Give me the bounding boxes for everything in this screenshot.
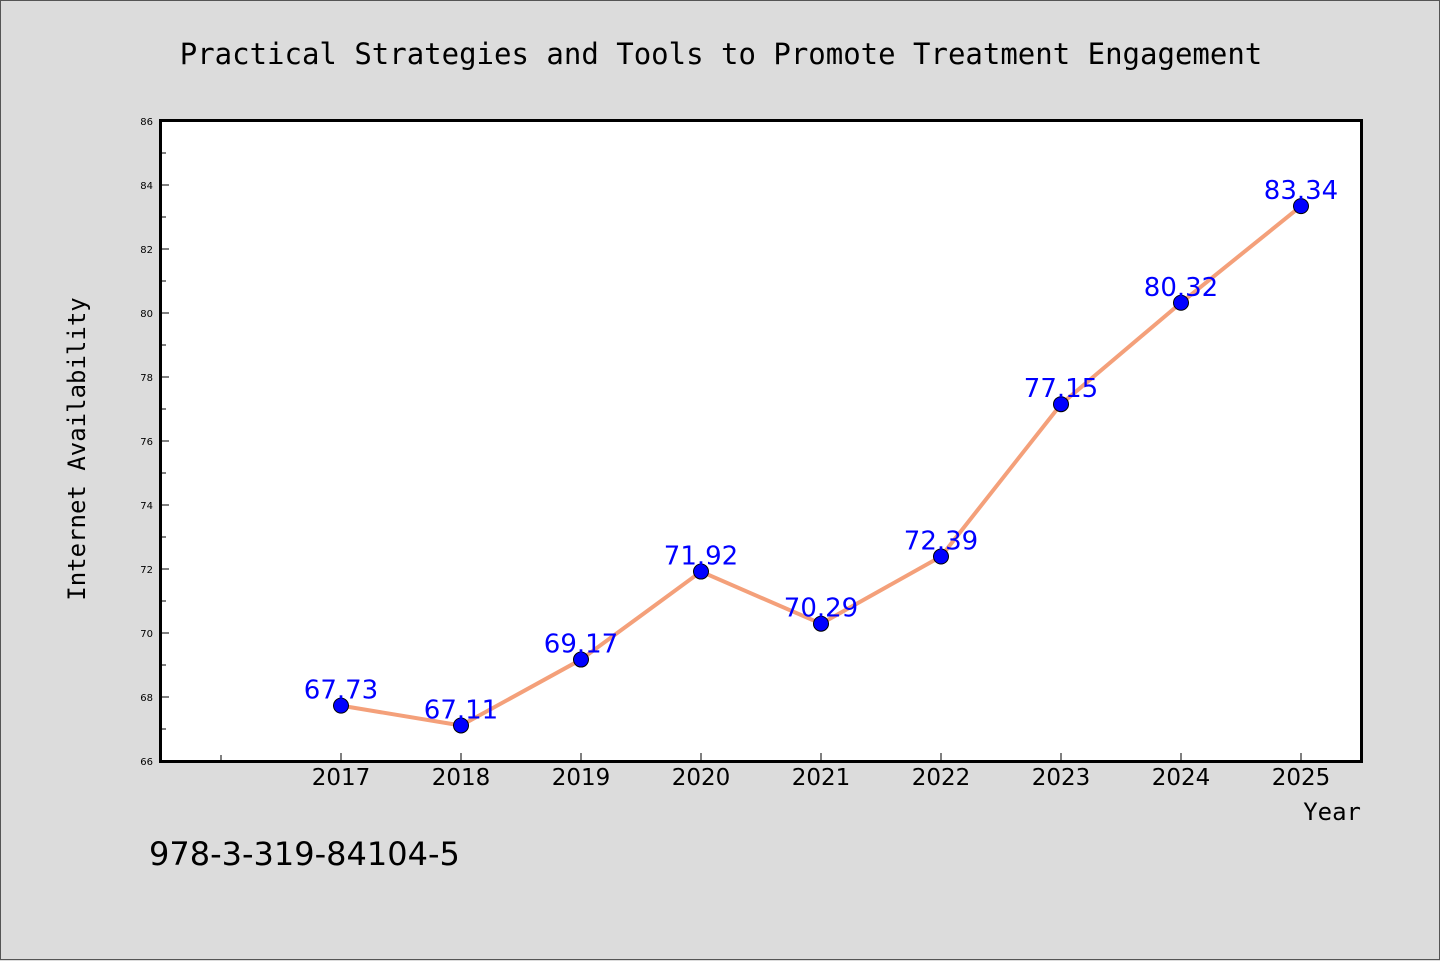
- y-tick-label: 78: [140, 373, 153, 384]
- y-tick-label: 68: [140, 693, 153, 704]
- y-tick-label: 82: [140, 245, 153, 256]
- y-tick-label: 72: [140, 565, 153, 576]
- x-tick-label: 2024: [1152, 765, 1211, 791]
- data-point: [813, 615, 829, 632]
- x-tick-label: 2021: [792, 765, 851, 791]
- data-label: 70.29: [784, 594, 858, 624]
- y-tick-label: 84: [140, 181, 153, 192]
- y-tick-label: 70: [140, 629, 153, 640]
- data-label: 80.32: [1144, 273, 1218, 303]
- data-point: [333, 697, 349, 714]
- x-tick-label: 2023: [1032, 765, 1091, 791]
- data-point: [1053, 396, 1069, 413]
- x-axis: 2017 2018 2019 2020 2021 2022 2023 2024 2025: [220, 753, 1331, 791]
- data-label: 83.34: [1264, 176, 1338, 206]
- y-tick-label: 76: [140, 437, 153, 448]
- data-point: [573, 651, 589, 668]
- y-axis: 66 68 70 72 74 76 78 80 82 84 86: [140, 117, 169, 768]
- x-tick-label: 2025: [1272, 765, 1331, 791]
- data-point: [1173, 294, 1189, 311]
- y-tick-label: 66: [140, 757, 153, 768]
- data-label: 71.92: [664, 542, 738, 572]
- x-tick-label: 2022: [912, 765, 971, 791]
- data-label: 77.15: [1024, 374, 1098, 404]
- data-point: [453, 717, 469, 734]
- x-tick-label: 2019: [552, 765, 611, 791]
- y-axis-label: Internet Availability: [63, 297, 91, 600]
- chart-title: Practical Strategies and Tools to Promot…: [180, 37, 1263, 71]
- data-point: [933, 548, 949, 565]
- y-tick-label: 74: [140, 501, 153, 512]
- y-tick-label: 80: [140, 309, 153, 320]
- data-label: 67.73: [304, 676, 378, 706]
- x-tick-label: 2017: [312, 765, 371, 791]
- marker-group: [333, 198, 1309, 734]
- x-tick-label: 2018: [432, 765, 491, 791]
- data-label: 72.39: [904, 527, 978, 557]
- data-label: 69.17: [544, 630, 618, 660]
- data-label: 67.11: [424, 695, 498, 725]
- x-axis-label: Year: [1303, 798, 1361, 826]
- y-tick-label: 86: [140, 117, 153, 128]
- plot-area: [159, 119, 1363, 763]
- data-point: [693, 563, 709, 580]
- isbn-footer: 978-3-319-84104-5: [149, 835, 460, 873]
- data-point: [1293, 198, 1309, 215]
- data-label-group: 67.73 67.11 69.17 71.92 70.29 72.39 77.15 80.32…: [304, 176, 1338, 725]
- x-tick-label: 2020: [672, 765, 731, 791]
